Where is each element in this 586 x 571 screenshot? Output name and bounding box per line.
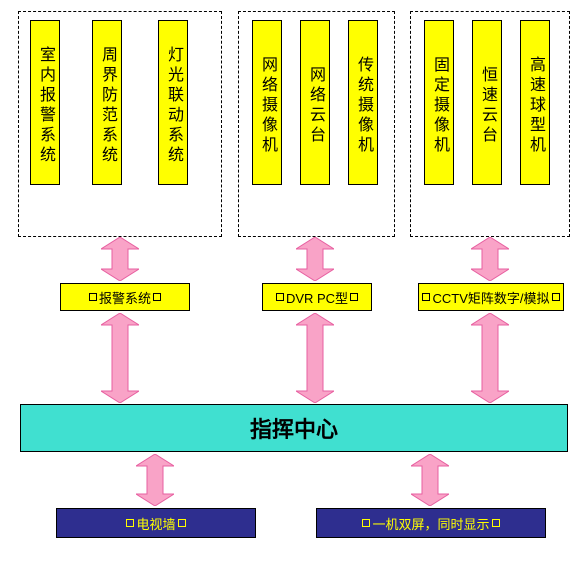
bottom-label-0: 电视墙 xyxy=(136,514,175,533)
mid-label-2: CCTV矩阵数字/模拟 xyxy=(432,288,549,307)
arrow-6 xyxy=(136,454,174,506)
bottom-box-0: 电视墙 xyxy=(56,508,256,538)
vbox-0-0: 室内报警系统 xyxy=(30,20,60,185)
vbox-1-0: 网络摄像机 xyxy=(252,20,282,185)
center-box: 指挥中心 xyxy=(20,404,568,452)
mid-box-0: 报警系统 xyxy=(60,283,190,311)
center-label: 指挥中心 xyxy=(250,412,338,444)
vbox-2-0: 固定摄像机 xyxy=(424,20,454,185)
vbox-1-1: 网络云台 xyxy=(300,20,330,185)
bottom-box-1: 一机双屏，同时显示 xyxy=(316,508,546,538)
vbox-2-2: 高速球型机 xyxy=(520,20,550,185)
vbox-0-2: 灯光联动系统 xyxy=(158,20,188,185)
arrow-2 xyxy=(471,237,509,281)
mid-label-0: 报警系统 xyxy=(99,288,151,307)
arrow-5 xyxy=(471,313,509,403)
arrow-0 xyxy=(101,237,139,281)
arrow-3 xyxy=(101,313,139,403)
mid-box-1: DVR PC型 xyxy=(262,283,372,311)
arrow-7 xyxy=(411,454,449,506)
mid-box-2: CCTV矩阵数字/模拟 xyxy=(418,283,564,311)
arrow-1 xyxy=(296,237,334,281)
vbox-1-2: 传统摄像机 xyxy=(348,20,378,185)
arrow-4 xyxy=(296,313,334,403)
vbox-0-1: 周界防范系统 xyxy=(92,20,122,185)
bottom-label-1: 一机双屏，同时显示 xyxy=(372,514,489,533)
mid-label-1: DVR PC型 xyxy=(286,288,348,307)
vbox-2-1: 恒速云台 xyxy=(472,20,502,185)
